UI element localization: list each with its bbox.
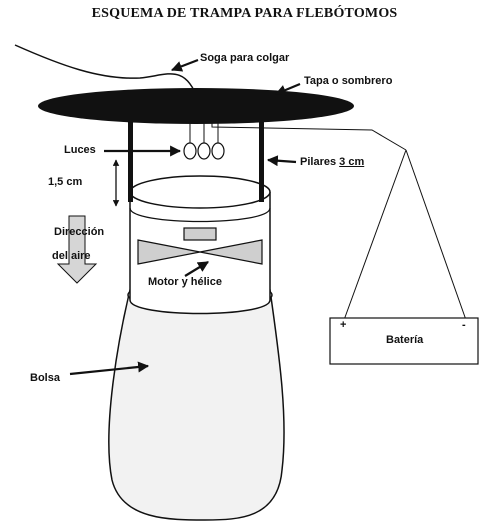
pointer-motor (184, 261, 209, 277)
propeller-left-blade (137, 239, 201, 265)
label-battery: Batería (386, 334, 424, 346)
motor-box (183, 227, 217, 241)
lid-shape (38, 88, 354, 124)
label-lights: Luces (64, 144, 96, 156)
wire-from-lights (211, 122, 407, 151)
cylinder-top (129, 175, 271, 209)
light-bulb (211, 142, 225, 160)
pointer-bag (69, 361, 150, 376)
wire-to-minus (405, 149, 467, 321)
wire-to-plus (343, 149, 407, 321)
air-direction-arrow (56, 215, 98, 284)
hang-rope (14, 44, 199, 101)
diagram-title: ESQUEMA DE TRAMPA PARA FLEBÓTOMOS (91, 6, 398, 21)
pointer-rope (170, 58, 199, 72)
pointer-lid (274, 82, 301, 96)
label-motor: Motor y hélice (148, 276, 222, 288)
battery-plus-sign: + (340, 319, 347, 331)
label-air-direction-2: del aire (52, 250, 91, 262)
label-hang-rope: Soga para colgar (200, 52, 290, 64)
bag-shape (108, 289, 285, 521)
pointer-pillars (266, 155, 297, 167)
label-bag: Bolsa (30, 372, 60, 384)
battery-box (329, 317, 479, 365)
label-lid: Tapa o sombrero (304, 75, 393, 87)
label-pillars-text: Pilares (300, 156, 337, 168)
cylinder-body (129, 192, 271, 315)
battery-minus-sign: - (462, 319, 466, 331)
label-distance: 1,5 cm (48, 176, 83, 188)
pillar-right (259, 118, 264, 202)
pillar-left (128, 118, 133, 202)
label-pillars: Pilares 3 cm (300, 156, 364, 168)
propeller-right-blade (199, 239, 263, 265)
light-bulb (197, 142, 211, 160)
light-bulb (183, 142, 197, 160)
label-pillars-size: 3 cm (339, 156, 365, 168)
label-air-direction-1: Dirección (54, 226, 105, 238)
